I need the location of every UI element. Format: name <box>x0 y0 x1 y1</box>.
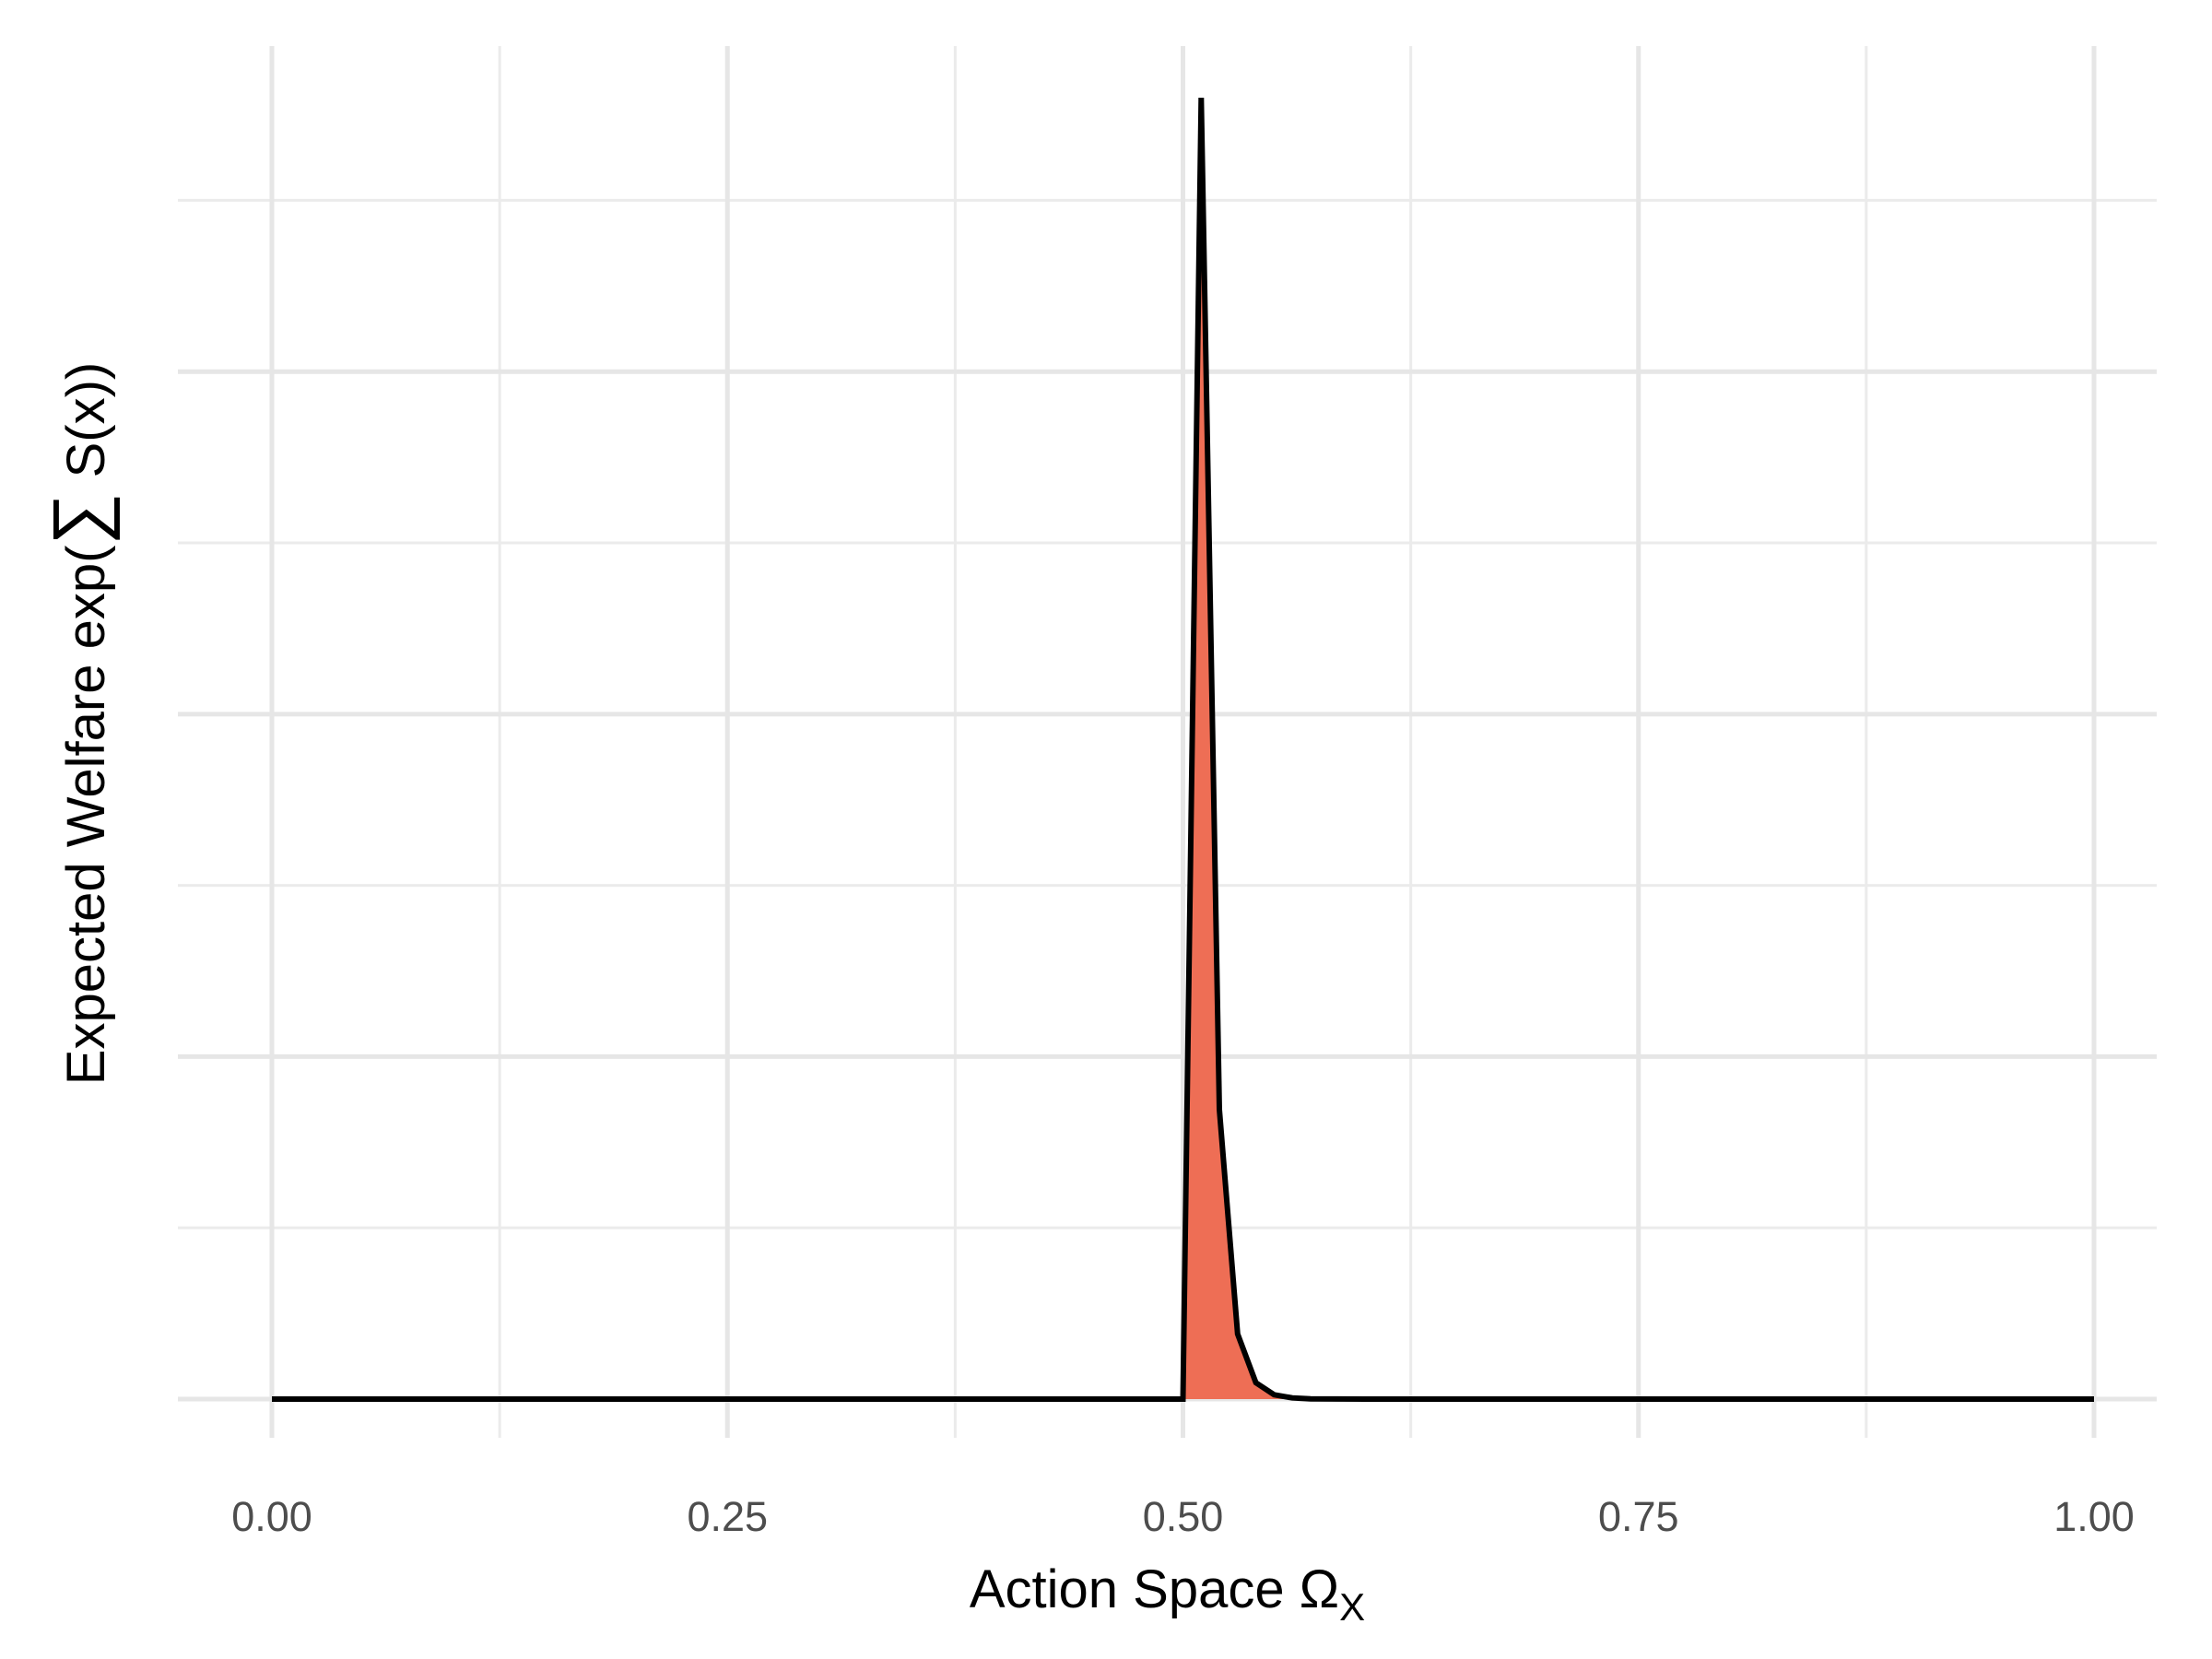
series-layer <box>272 97 2094 1402</box>
series-line <box>272 97 2094 1402</box>
x-axis-title: Action Space ΩX <box>970 1559 1365 1629</box>
grid <box>178 46 2157 1438</box>
y-axis-title: Expected Welfare exp(∑ S(x)) <box>38 362 120 1085</box>
x-tick-labels: 0.00 0.25 0.50 0.75 1.00 <box>231 1493 2135 1540</box>
x-tick-label: 1.00 <box>2053 1493 2135 1540</box>
x-tick-label: 0.25 <box>687 1493 768 1540</box>
x-tick-label: 0.50 <box>1143 1493 1224 1540</box>
x-tick-label: 0.00 <box>231 1493 312 1540</box>
x-tick-label: 0.75 <box>1598 1493 1679 1540</box>
